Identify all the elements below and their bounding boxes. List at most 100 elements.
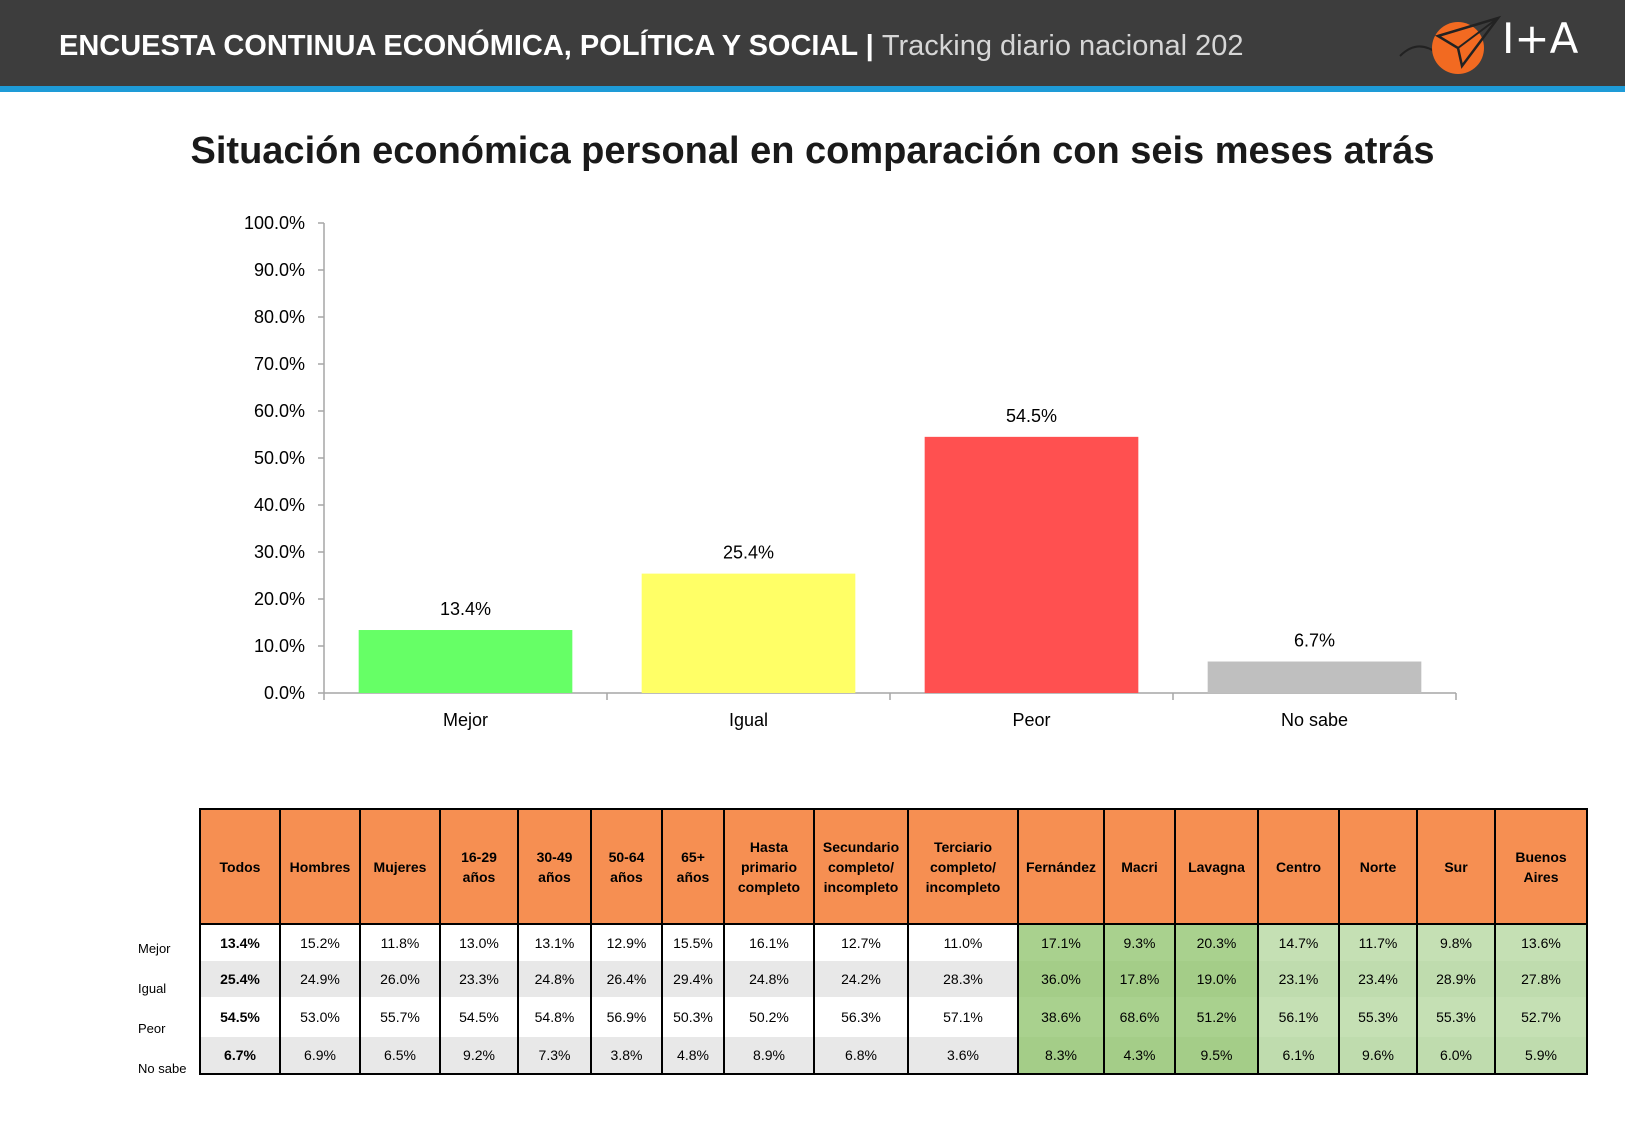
- table-cell: 8.3%: [1017, 1037, 1105, 1075]
- results-table: Todos Hombres Mujeres 16-29 años 30-49 años 5…: [199, 808, 1588, 1075]
- column-header: 50-64 años: [590, 808, 663, 925]
- row-label-igual: Igual: [138, 981, 167, 996]
- row-label-peor: Peor: [138, 1021, 166, 1036]
- column-header: Buenos Aires: [1494, 808, 1588, 925]
- table-cell: 3.6%: [907, 1037, 1019, 1075]
- header-title-subtitle: Tracking diario nacional 202: [881, 30, 1244, 62]
- table-cell: 55.3%: [1416, 997, 1496, 1037]
- header-accent-strip: [0, 86, 1625, 92]
- bar-no-sabe: [1207, 661, 1422, 693]
- column-header: Hombres: [279, 808, 361, 925]
- table-cell: 55.3%: [1338, 997, 1418, 1037]
- table-cell: 12.9%: [590, 924, 663, 961]
- table-cell: 11.7%: [1338, 924, 1418, 961]
- table-cell: 6.8%: [813, 1037, 909, 1075]
- table-cell: 11.8%: [359, 924, 441, 961]
- table-cell: 6.5%: [359, 1037, 441, 1075]
- table-row: 6.7% 6.9% 6.5% 9.2% 7.3% 3.8% 4.8% 8.9% 6.8% 3.6%…: [199, 1037, 1588, 1075]
- y-tick-label: 80.0%: [254, 307, 305, 327]
- table-cell: 27.8%: [1494, 961, 1588, 997]
- y-tick-label: 0.0%: [264, 683, 305, 703]
- table-cell: 68.6%: [1103, 997, 1176, 1037]
- table-cell: 24.9%: [279, 961, 361, 997]
- table-cell: 53.0%: [279, 997, 361, 1037]
- table-cell: 28.9%: [1416, 961, 1496, 997]
- table-cell: 7.3%: [517, 1037, 592, 1075]
- column-header: Fernández: [1017, 808, 1105, 925]
- row-label-no-sabe: No sabe: [138, 1061, 187, 1076]
- table-cell: 26.0%: [359, 961, 441, 997]
- table-cell: 24.8%: [517, 961, 592, 997]
- bar-mejor: [358, 630, 573, 693]
- data-label: 6.7%: [1294, 631, 1335, 651]
- table-cell: 54.8%: [517, 997, 592, 1037]
- x-category-label: Peor: [1012, 710, 1050, 730]
- table-cell: 6.1%: [1257, 1037, 1340, 1075]
- column-header: 16-29 años: [439, 808, 519, 925]
- table-cell: 56.1%: [1257, 997, 1340, 1037]
- y-tick-label: 90.0%: [254, 260, 305, 280]
- table-row: 54.5% 53.0% 55.7% 54.5% 54.8% 56.9% 50.3% 50.2%…: [199, 997, 1588, 1037]
- table-cell: 36.0%: [1017, 961, 1105, 997]
- column-header: Hasta primario completo: [723, 808, 815, 925]
- table-cell: 13.0%: [439, 924, 519, 961]
- table-cell: 23.4%: [1338, 961, 1418, 997]
- table-cell: 56.3%: [813, 997, 909, 1037]
- bar-igual: [641, 573, 856, 693]
- table-cell: 28.3%: [907, 961, 1019, 997]
- table-cell: 13.1%: [517, 924, 592, 961]
- column-header: Norte: [1338, 808, 1418, 925]
- table-cell: 6.0%: [1416, 1037, 1496, 1075]
- table-cell: 3.8%: [590, 1037, 663, 1075]
- column-header: Centro: [1257, 808, 1340, 925]
- table-cell: 50.2%: [723, 997, 815, 1037]
- y-tick-label: 30.0%: [254, 542, 305, 562]
- paper-plane-logo-icon: [1399, 15, 1502, 74]
- table-cell: 20.3%: [1174, 924, 1259, 961]
- x-category-label: No sabe: [1281, 710, 1348, 730]
- table-cell: 4.8%: [661, 1037, 725, 1075]
- table-cell: 15.2%: [279, 924, 361, 961]
- data-label: 13.4%: [440, 599, 491, 619]
- data-label: 54.5%: [1006, 406, 1057, 426]
- table-cell: 26.4%: [590, 961, 663, 997]
- table-cell: 54.5%: [199, 997, 281, 1037]
- table-cell: 9.2%: [439, 1037, 519, 1075]
- y-tick-label: 70.0%: [254, 354, 305, 374]
- y-tick-label: 60.0%: [254, 401, 305, 421]
- table-cell: 15.5%: [661, 924, 725, 961]
- table-cell: 6.7%: [199, 1037, 281, 1075]
- table-cell: 29.4%: [661, 961, 725, 997]
- y-tick-label: 20.0%: [254, 589, 305, 609]
- x-category-label: Mejor: [443, 710, 488, 730]
- table-cell: 9.8%: [1416, 924, 1496, 961]
- table-cell: 38.6%: [1017, 997, 1105, 1037]
- bar-peor: [924, 436, 1139, 693]
- table-cell: 4.3%: [1103, 1037, 1176, 1075]
- header-title-bold: ENCUESTA CONTINUA ECONÓMICA, POLÍTICA Y …: [59, 30, 882, 62]
- table-cell: 11.0%: [907, 924, 1019, 961]
- table-row: 25.4% 24.9% 26.0% 23.3% 24.8% 26.4% 29.4% 24.8%…: [199, 961, 1588, 997]
- table-cell: 13.6%: [1494, 924, 1588, 961]
- table-cell: 9.3%: [1103, 924, 1176, 961]
- table-cell: 23.3%: [439, 961, 519, 997]
- table-cell: 17.1%: [1017, 924, 1105, 961]
- column-header: Mujeres: [359, 808, 441, 925]
- column-header: Lavagna: [1174, 808, 1259, 925]
- brand-logo-text: I+A: [1502, 14, 1579, 63]
- table-cell: 6.9%: [279, 1037, 361, 1075]
- row-label-mejor: Mejor: [138, 941, 171, 956]
- table-cell: 57.1%: [907, 997, 1019, 1037]
- table-cell: 54.5%: [439, 997, 519, 1037]
- header-bar: [0, 0, 1625, 86]
- table-cell: 14.7%: [1257, 924, 1340, 961]
- table-header-row: Todos Hombres Mujeres 16-29 años 30-49 años 5…: [199, 808, 1588, 925]
- table-cell: 24.8%: [723, 961, 815, 997]
- column-header: Todos: [199, 808, 281, 925]
- table-cell: 9.6%: [1338, 1037, 1418, 1075]
- table-cell: 52.7%: [1494, 997, 1588, 1037]
- header-title: ENCUESTA CONTINUA ECONÓMICA, POLÍTICA Y …: [59, 30, 1244, 63]
- table-cell: 19.0%: [1174, 961, 1259, 997]
- table-cell: 56.9%: [590, 997, 663, 1037]
- table-cell: 16.1%: [723, 924, 815, 961]
